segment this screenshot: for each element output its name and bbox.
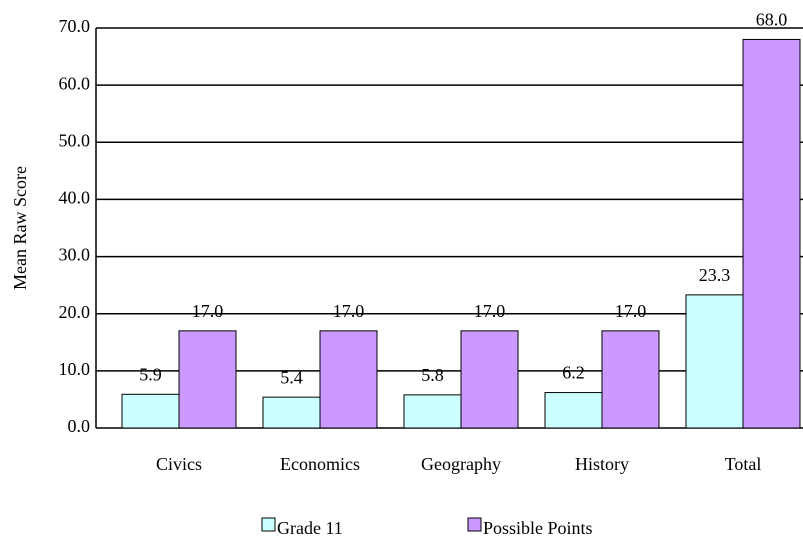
data-label: 23.3 [699,265,731,285]
x-tick-label: Total [725,454,762,474]
y-tick-label: 60.0 [59,73,91,93]
y-tick-label: 10.0 [59,359,91,379]
data-label: 17.0 [192,301,224,321]
data-label: 5.8 [421,365,444,385]
y-tick-label: 20.0 [59,302,91,322]
data-label: 5.9 [139,364,162,384]
bar [178,330,237,429]
y-tick-label: 50.0 [59,130,91,150]
y-tick-label: 0.0 [68,416,91,436]
data-label: 5.4 [280,367,303,387]
data-label: 17.0 [474,301,506,321]
data-label: 6.2 [562,363,585,383]
y-tick-label: 30.0 [59,245,91,265]
bar [544,392,603,429]
data-label: 17.0 [333,301,365,321]
x-tick-label: Economics [280,454,360,474]
legend-label: Possible Points [483,518,593,538]
y-tick-label: 70.0 [59,16,91,36]
y-axis-title: Mean Raw Score [10,166,30,290]
bar [319,330,378,429]
bar [460,330,519,429]
legend-swatch [467,517,482,532]
x-tick-label: Geography [421,454,501,474]
x-tick-label: History [575,454,629,474]
x-tick-label: Civics [156,454,202,474]
bar [403,394,462,429]
bar [742,38,801,429]
bar [262,396,321,429]
y-tick-label: 40.0 [59,188,91,208]
legend-label: Grade 11 [277,518,343,538]
data-label: 17.0 [615,301,647,321]
bar [601,330,660,429]
bar [121,393,180,429]
bar [685,294,744,429]
data-label: 68.0 [756,10,788,30]
legend-swatch [261,517,276,532]
